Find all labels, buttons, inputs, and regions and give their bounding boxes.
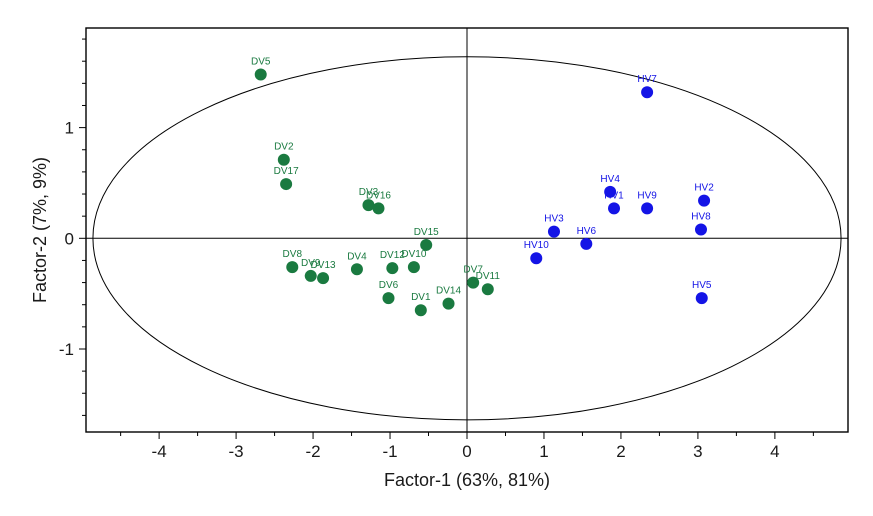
data-point-dv4 <box>350 263 363 276</box>
data-point-dv3 <box>362 199 375 212</box>
data-point-hv3 <box>547 225 560 238</box>
data-point-hv4 <box>604 185 617 198</box>
data-point-dv13 <box>317 272 330 285</box>
data-point-dv15 <box>420 238 433 251</box>
data-point-dv5 <box>254 68 267 81</box>
point-label-dv7: DV7 <box>463 265 483 276</box>
ticks-layer: -4 -3 -2 -1 0 1 2 3 4 -1 0 1 <box>59 38 814 461</box>
point-label-dv16: DV16 <box>366 190 391 201</box>
data-point-hv1 <box>608 202 621 215</box>
point-label-dv12: DV12 <box>380 250 405 261</box>
data-point-dv6 <box>382 292 395 305</box>
data-point-hv10 <box>530 252 543 265</box>
point-label-dv13: DV13 <box>311 260 336 271</box>
data-point-hv5 <box>695 292 708 305</box>
point-label-hv9: HV9 <box>637 190 657 201</box>
data-point-hv9 <box>641 202 654 215</box>
point-label-dv14: DV14 <box>436 286 461 297</box>
data-point-dv10 <box>407 261 420 274</box>
data-point-dv1 <box>414 304 427 317</box>
point-label-hv6: HV6 <box>577 226 597 237</box>
point-label-hv10: HV10 <box>524 240 549 251</box>
x-tick-label: -2 <box>305 442 320 461</box>
y-axis-title: Factor-2 (7%, 9%) <box>30 157 50 303</box>
point-label-dv9: DV9 <box>301 258 321 269</box>
data-point-dv9 <box>304 269 317 282</box>
data-point-dv8 <box>286 261 299 274</box>
point-label-dv2: DV2 <box>274 142 294 153</box>
point-label-hv8: HV8 <box>691 211 711 222</box>
data-point-dv2 <box>277 153 290 166</box>
y-tick-label: -1 <box>59 340 74 359</box>
data-point-hv6 <box>580 237 593 250</box>
data-point-hv8 <box>694 223 707 236</box>
data-point-hv2 <box>698 194 711 207</box>
point-label-dv4: DV4 <box>347 251 367 262</box>
data-point-dv17 <box>280 178 293 191</box>
point-label-dv3: DV3 <box>359 187 379 198</box>
data-point-dv14 <box>442 297 455 310</box>
x-tick-label: 1 <box>539 442 548 461</box>
data-point-dv7 <box>467 276 480 289</box>
x-tick-label: 0 <box>462 442 471 461</box>
point-label-dv15: DV15 <box>414 227 439 238</box>
data-point-dv12 <box>386 262 399 275</box>
point-label-dv1: DV1 <box>411 292 431 303</box>
data-point-dv16 <box>372 202 385 215</box>
point-label-hv1: HV1 <box>604 190 624 201</box>
point-label-dv8: DV8 <box>283 249 303 260</box>
points-layer <box>254 68 711 317</box>
point-label-dv11: DV11 <box>476 271 501 282</box>
point-label-hv5: HV5 <box>692 280 712 291</box>
x-tick-label: -3 <box>229 442 244 461</box>
point-label-hv3: HV3 <box>544 214 564 225</box>
point-label-hv7: HV7 <box>637 74 657 85</box>
x-tick-label: -1 <box>382 442 397 461</box>
x-axis-title: Factor-1 (63%, 81%) <box>384 470 550 490</box>
y-tick-label: 1 <box>65 119 74 138</box>
point-label-dv10: DV10 <box>401 249 426 260</box>
point-label-hv4: HV4 <box>600 174 620 185</box>
x-tick-label: 4 <box>770 442 779 461</box>
y-tick-label: 0 <box>65 229 74 248</box>
point-label-dv6: DV6 <box>379 280 399 291</box>
point-label-hv2: HV2 <box>694 183 714 194</box>
point-label-dv17: DV17 <box>274 166 299 177</box>
data-point-dv11 <box>481 283 494 296</box>
x-tick-label: -4 <box>152 442 167 461</box>
zero-axes-layer <box>86 28 848 432</box>
x-tick-label: 3 <box>693 442 702 461</box>
point-label-dv5: DV5 <box>251 56 271 67</box>
x-tick-label: 2 <box>616 442 625 461</box>
data-point-hv7 <box>641 86 654 99</box>
